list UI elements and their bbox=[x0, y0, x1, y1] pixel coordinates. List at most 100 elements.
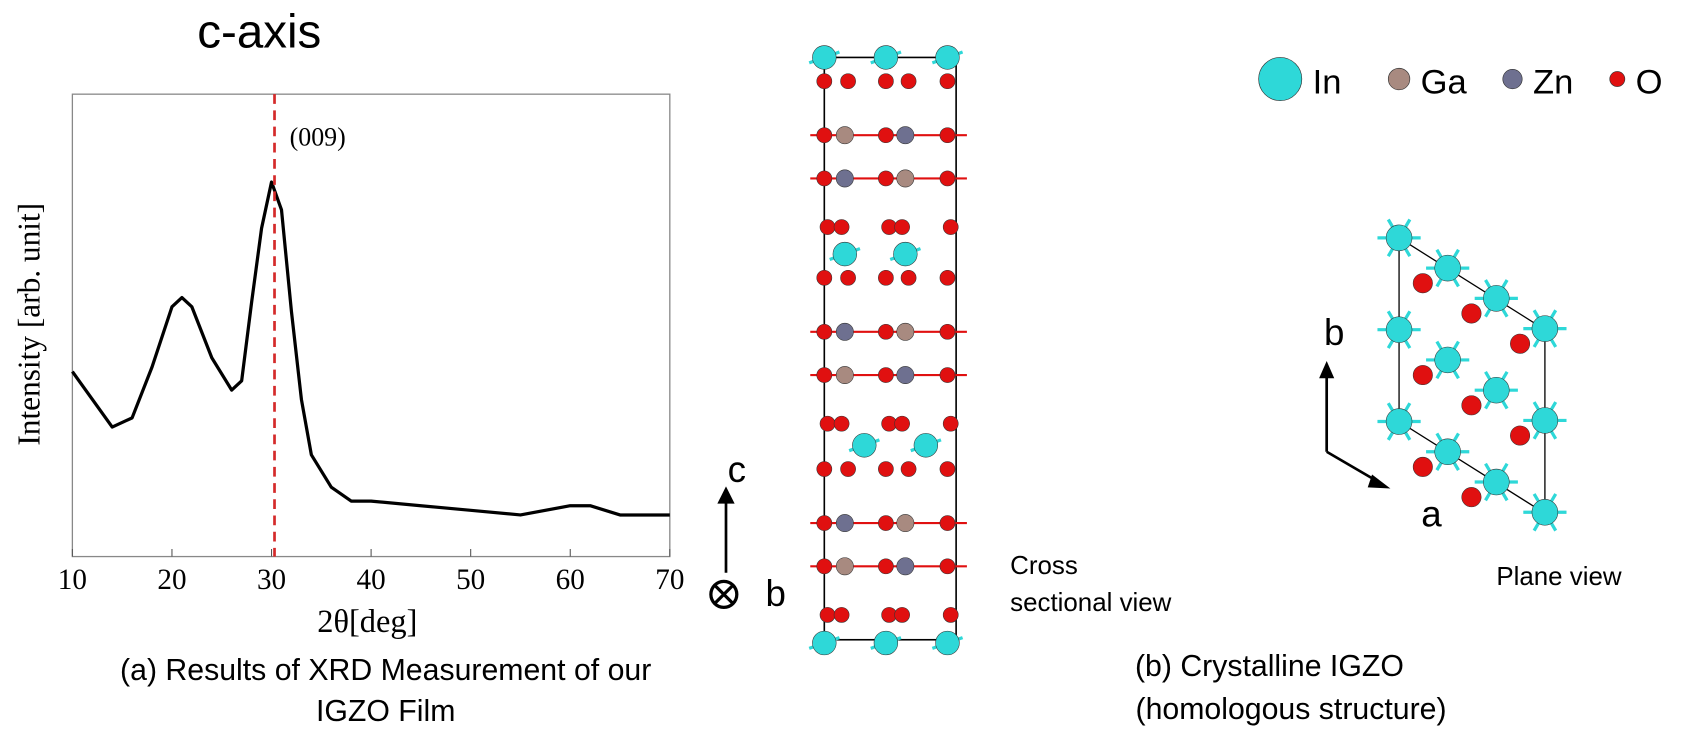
atom bbox=[820, 219, 835, 234]
atom bbox=[936, 631, 960, 655]
caption-a: IGZO Film bbox=[316, 695, 455, 728]
atom bbox=[1532, 407, 1558, 433]
axis-label: c bbox=[728, 449, 746, 490]
atom bbox=[1462, 487, 1481, 506]
atom bbox=[1435, 439, 1461, 465]
atom bbox=[878, 128, 893, 143]
page: c-axis 2θ[deg] Intensity [arb. unit] (a)… bbox=[0, 0, 1694, 735]
atom bbox=[812, 631, 836, 655]
atom bbox=[841, 461, 856, 476]
atom bbox=[1483, 469, 1509, 495]
x-tick-label: 60 bbox=[556, 564, 585, 596]
atom bbox=[1532, 499, 1558, 525]
x-axis-label: 2θ[deg] bbox=[317, 604, 417, 640]
atom bbox=[1462, 304, 1481, 323]
atom bbox=[940, 516, 955, 531]
atom bbox=[820, 607, 835, 622]
atom bbox=[940, 171, 955, 186]
atom bbox=[897, 127, 914, 144]
atom bbox=[1435, 255, 1461, 281]
atom bbox=[834, 607, 849, 622]
atom bbox=[1510, 334, 1529, 353]
data-line bbox=[72, 182, 669, 515]
atom bbox=[817, 270, 832, 285]
atom bbox=[940, 270, 955, 285]
legend-label: Zn bbox=[1533, 64, 1573, 102]
atom bbox=[878, 171, 893, 186]
atom bbox=[817, 74, 832, 89]
view-label: sectional view bbox=[1010, 589, 1172, 617]
atom bbox=[1386, 409, 1412, 435]
atom bbox=[812, 46, 836, 70]
atom bbox=[817, 324, 832, 339]
atom bbox=[1413, 274, 1432, 293]
unit-cell bbox=[824, 57, 956, 639]
arrow-head bbox=[1319, 361, 1334, 378]
atom bbox=[897, 366, 914, 383]
atom bbox=[834, 219, 849, 234]
atom bbox=[841, 74, 856, 89]
axis-label: b bbox=[765, 573, 785, 614]
legend-swatch bbox=[1388, 68, 1410, 90]
x-tick-label: 30 bbox=[257, 564, 286, 596]
atom bbox=[1413, 365, 1432, 384]
atom bbox=[936, 46, 960, 70]
into-page-symbol bbox=[715, 586, 732, 603]
axis-arrow bbox=[1327, 452, 1379, 482]
atom bbox=[817, 559, 832, 574]
atom bbox=[943, 607, 958, 622]
atom bbox=[914, 433, 938, 457]
legend-swatch bbox=[1610, 71, 1625, 86]
atom bbox=[1462, 396, 1481, 415]
atom bbox=[817, 128, 832, 143]
atom bbox=[940, 324, 955, 339]
atom bbox=[841, 270, 856, 285]
atom bbox=[878, 516, 893, 531]
atom bbox=[1386, 317, 1412, 343]
atom bbox=[895, 219, 910, 234]
legend-label: Ga bbox=[1421, 64, 1468, 102]
atom bbox=[897, 170, 914, 187]
atom bbox=[874, 631, 898, 655]
atom bbox=[1413, 457, 1432, 476]
legend-swatch bbox=[1259, 57, 1302, 100]
atom bbox=[836, 366, 853, 383]
atom bbox=[836, 514, 853, 531]
atom bbox=[901, 461, 916, 476]
view-label: Cross bbox=[1010, 552, 1078, 580]
axis-label: a bbox=[1421, 493, 1442, 534]
atom bbox=[1386, 225, 1412, 251]
caption-b: (homologous structure) bbox=[1136, 693, 1447, 726]
atom bbox=[897, 514, 914, 531]
x-tick-label: 10 bbox=[58, 564, 87, 596]
atom bbox=[943, 219, 958, 234]
x-tick-label: 20 bbox=[157, 564, 186, 596]
atom bbox=[852, 433, 876, 457]
caption-b: (b) Crystalline IGZO bbox=[1135, 650, 1404, 683]
atom bbox=[895, 607, 910, 622]
caption-a: (a) Results of XRD Measurement of our bbox=[120, 654, 651, 687]
atom bbox=[1483, 377, 1509, 403]
atom bbox=[901, 270, 916, 285]
plot-frame bbox=[72, 94, 669, 556]
atom bbox=[878, 559, 893, 574]
atom bbox=[878, 324, 893, 339]
atom bbox=[878, 461, 893, 476]
atom bbox=[897, 558, 914, 575]
atom bbox=[895, 416, 910, 431]
atom bbox=[940, 461, 955, 476]
atom bbox=[820, 416, 835, 431]
legend-label: O bbox=[1636, 64, 1663, 102]
annotation: (009) bbox=[290, 122, 346, 151]
y-axis-label: Intensity [arb. unit] bbox=[12, 203, 47, 446]
atom bbox=[897, 323, 914, 340]
atom bbox=[836, 558, 853, 575]
atom bbox=[817, 461, 832, 476]
atom bbox=[893, 242, 917, 266]
legend-label: In bbox=[1313, 64, 1342, 102]
atom bbox=[836, 323, 853, 340]
legend-swatch bbox=[1503, 69, 1522, 88]
atom bbox=[836, 127, 853, 144]
atom bbox=[878, 270, 893, 285]
atom bbox=[817, 516, 832, 531]
